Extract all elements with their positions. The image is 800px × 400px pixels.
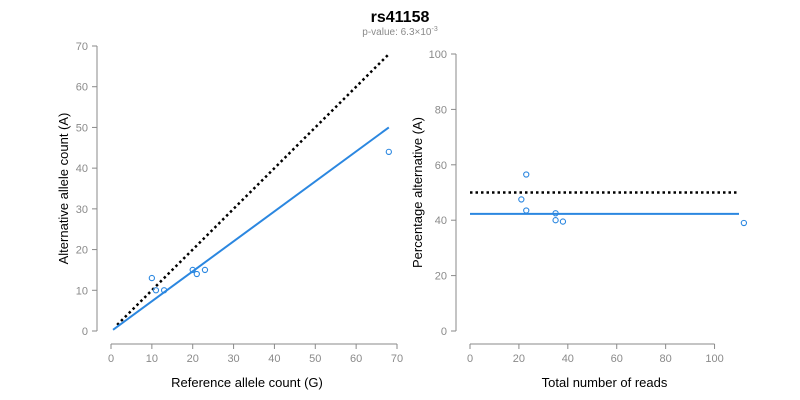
left-y-tick-label: 40 <box>76 163 88 175</box>
left-data-point <box>189 266 196 274</box>
right-y-axis-title: Percentage alternative (A) <box>410 117 425 268</box>
right-y-tick-label: 20 <box>435 271 447 283</box>
right-data-point <box>523 207 530 214</box>
right-x-tick-label: 40 <box>562 353 574 365</box>
right-data-point <box>740 219 748 227</box>
right-x-tick-label: 80 <box>660 353 672 365</box>
right-y-tick-label: 80 <box>435 104 447 116</box>
left-data-point <box>148 274 156 282</box>
left-y-tick-label: 50 <box>76 122 88 134</box>
left-x-tick-label: 20 <box>187 353 199 365</box>
left-y-tick-label: 0 <box>82 326 88 338</box>
left-panel: 0 10 20 30 40 50 60 70 0 10 20 30 40 50 60 70 Reference … <box>56 41 403 390</box>
right-x-tick-label: 0 <box>467 353 473 365</box>
left-reference-line <box>116 53 390 326</box>
left-x-axis-title: Reference allele count (G) <box>171 375 323 390</box>
left-data-point <box>193 270 200 278</box>
left-x-tick-label: 10 <box>146 353 158 365</box>
subtitle-text: p-value: 6.3×10 <box>362 27 432 38</box>
right-x-tick-label: 20 <box>513 353 525 365</box>
left-y-tick-label: 20 <box>76 245 88 257</box>
left-fit-line <box>112 126 390 331</box>
left-y-axis-title: Alternative allele count (A) <box>56 113 71 265</box>
right-data-point <box>552 210 559 217</box>
right-data-point <box>559 218 567 225</box>
subtitle-exponent: -3 <box>431 26 437 33</box>
left-x-tick-label: 60 <box>350 353 362 365</box>
left-y-tick-label: 60 <box>76 82 88 94</box>
right-x-tick-label: 100 <box>705 353 723 365</box>
right-y-tick-label: 40 <box>435 215 447 227</box>
left-x-tick-label: 50 <box>309 353 321 365</box>
right-x-tick-label: 60 <box>611 353 623 365</box>
right-y-tick-label: 0 <box>441 326 447 338</box>
right-data-point <box>552 217 559 224</box>
left-y-tick-label: 30 <box>76 204 88 216</box>
right-panel: 0 20 40 60 80 100 0 20 40 60 80 100 Total number of … <box>410 49 748 390</box>
left-y-tick-label: 70 <box>76 41 88 53</box>
right-data-point <box>518 196 525 203</box>
left-x-tick-label: 0 <box>108 353 114 365</box>
left-x-tick-label: 70 <box>391 353 403 365</box>
chart-title: rs41158 <box>371 9 430 26</box>
left-data-point <box>201 266 209 274</box>
right-x-axis-title: Total number of reads <box>542 375 668 390</box>
left-data-point <box>385 148 392 156</box>
chart-subtitle: p-value: 6.3×10-3 <box>362 26 438 38</box>
right-y-tick-label: 60 <box>435 160 447 172</box>
left-data-point <box>160 287 168 294</box>
left-y-tick-label: 10 <box>76 285 88 297</box>
left-x-tick-label: 40 <box>268 353 280 365</box>
right-data-point <box>523 171 530 178</box>
right-y-tick-label: 100 <box>429 49 447 61</box>
left-data-point <box>152 287 160 294</box>
left-x-tick-label: 30 <box>227 353 239 365</box>
